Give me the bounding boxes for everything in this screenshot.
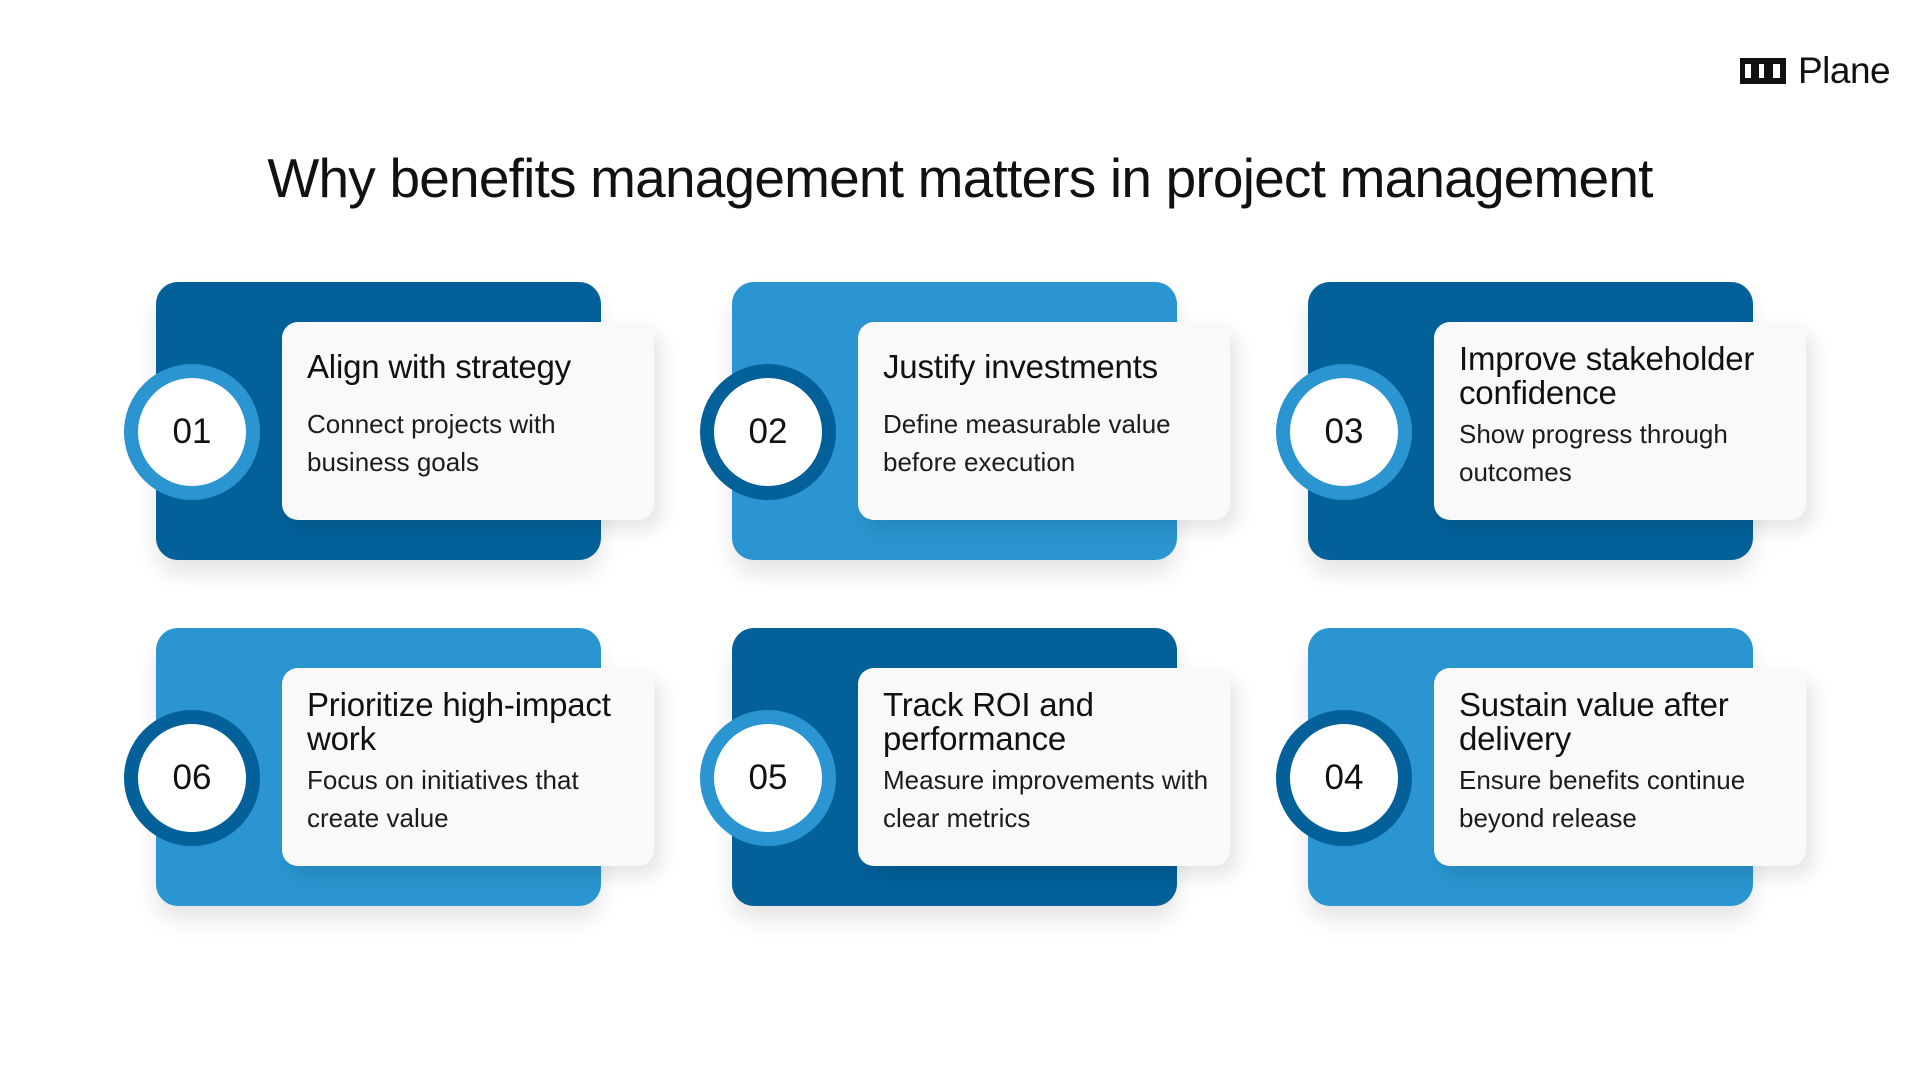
card-title: Track ROI and performance xyxy=(883,686,1094,757)
card-title: Sustain value after delivery xyxy=(1459,686,1729,757)
card-title: Align with strategy xyxy=(307,348,571,385)
card-content-panel: Align with strategy Connect projects wit… xyxy=(282,322,654,520)
benefit-card-06: Prioritize high-impact work Focus on ini… xyxy=(124,628,684,928)
card-description: Show progress through outcomes xyxy=(1459,419,1728,487)
benefit-card-04: Sustain value after delivery Ensure bene… xyxy=(1276,628,1836,928)
card-content-panel: Sustain value after delivery Ensure bene… xyxy=(1434,668,1806,866)
card-description: Connect projects with business goals xyxy=(307,409,556,477)
benefit-card-02: Justify investments Define measurable va… xyxy=(700,282,1260,582)
card-number-badge: 01 xyxy=(124,364,260,500)
card-description: Measure improvements with clear metrics xyxy=(883,765,1209,833)
card-title: Justify investments xyxy=(883,348,1158,385)
card-title: Improve stakeholder confidence xyxy=(1459,340,1755,411)
card-content-panel: Prioritize high-impact work Focus on ini… xyxy=(282,668,654,866)
card-content-panel: Improve stakeholder confidence Show prog… xyxy=(1434,322,1806,520)
card-content-panel: Track ROI and performance Measure improv… xyxy=(858,668,1230,866)
card-description: Focus on initiatives that create value xyxy=(307,765,579,833)
brand-name: Plane xyxy=(1798,50,1891,91)
card-number-badge: 06 xyxy=(124,710,260,846)
card-title: Prioritize high-impact work xyxy=(307,686,611,757)
benefit-card-01: Align with strategy Connect projects wit… xyxy=(124,282,684,582)
card-number-badge: 03 xyxy=(1276,364,1412,500)
plane-logo-icon xyxy=(1740,57,1786,84)
brand-logo: Plane xyxy=(1738,50,1891,91)
card-number-badge: 02 xyxy=(700,364,836,500)
benefit-card-03: Improve stakeholder confidence Show prog… xyxy=(1276,282,1836,582)
card-number-badge: 05 xyxy=(700,710,836,846)
card-description: Define measurable value before execution xyxy=(883,409,1171,477)
card-number-badge: 04 xyxy=(1276,710,1412,846)
benefit-card-05: Track ROI and performance Measure improv… xyxy=(700,628,1260,928)
page-title: Why benefits management matters in proje… xyxy=(267,147,1653,209)
card-content-panel: Justify investments Define measurable va… xyxy=(858,322,1230,520)
card-description: Ensure benefits continue beyond release xyxy=(1459,765,1746,833)
